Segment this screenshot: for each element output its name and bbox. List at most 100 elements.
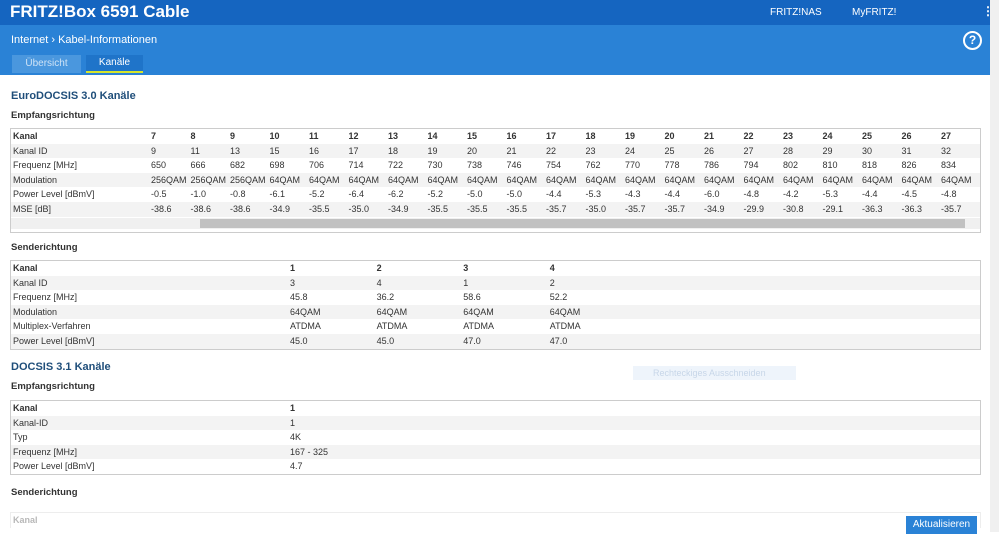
table-row: Typ 4K — [11, 430, 980, 445]
table-cell: 64QAM — [704, 174, 735, 185]
table-cell: 666 — [190, 160, 206, 171]
table-cell: 64QAM — [549, 306, 581, 317]
table-cell: 30 — [862, 145, 873, 156]
row-label: Kanal — [13, 515, 38, 525]
table-cell: 29 — [822, 145, 833, 156]
section-title: DOCSIS 3.1 Kanäle — [11, 361, 111, 373]
table-row: Kanal 7 8 9 10 11 12 13 14 15 16 17 18 19 20 21 22 23 24 25… — [11, 129, 980, 144]
table-cell: 256QAM — [151, 174, 187, 185]
table-cell: 1 — [463, 277, 469, 288]
table-cell: 45.8 — [290, 292, 308, 303]
row-label: Modulation — [13, 174, 58, 185]
subsection-title: Empfangsrichtung — [11, 381, 95, 392]
table-cell: -35.5 — [467, 204, 488, 214]
table-cell: 64QAM — [901, 174, 933, 185]
table-cell: 64QAM — [467, 174, 498, 185]
table-cell: 64QAM — [388, 174, 419, 185]
page-scrollbar[interactable] — [990, 0, 999, 532]
table-cell: 32 — [941, 145, 952, 156]
table-cell: -35.7 — [941, 204, 962, 214]
table-cell: 3 — [290, 277, 296, 288]
breadcrumb: Internet › Kabel-Informationen — [11, 34, 158, 46]
nav-link[interactable]: MyFRITZ! — [852, 7, 897, 18]
table-cell: -5.0 — [467, 189, 483, 200]
table-cell: 26 — [901, 131, 912, 141]
table-cell: -35.7 — [664, 204, 686, 214]
app-title: FRITZ!Box 6591 Cable — [10, 2, 190, 21]
table-cell: 58.6 — [463, 292, 481, 303]
table-cell: 64QAM — [625, 174, 656, 185]
table-cell: 826 — [901, 160, 917, 171]
table-cell: 64QAM — [664, 174, 696, 185]
row-label: Kanal — [13, 263, 38, 273]
table-cell: 64QAM — [506, 174, 538, 185]
table-cell: 256QAM — [190, 174, 227, 185]
table-cell: -38.6 — [151, 204, 172, 214]
table-cell: 64QAM — [309, 174, 340, 185]
table-cell: 9 — [230, 131, 236, 141]
table-cell: 27 — [941, 131, 952, 141]
table-cell: 650 — [151, 160, 167, 171]
table-cell: 4 — [549, 263, 555, 273]
table-cell: -34.9 — [704, 204, 725, 214]
table-cell: 24 — [822, 131, 833, 141]
breadcrumb-item: Kabel-Informationen — [58, 34, 158, 46]
breadcrumb-item[interactable]: Internet — [11, 34, 49, 46]
table-cell: 722 — [388, 160, 404, 171]
table-cell: -6.2 — [388, 189, 404, 200]
row-label: Multiplex-Verfahren — [13, 321, 91, 332]
table-cell: 64QAM — [376, 306, 408, 317]
help-button[interactable]: ? — [963, 31, 982, 50]
table-cell: 14 — [427, 131, 438, 141]
table-cell: 15 — [467, 131, 478, 141]
table-cell: -5.3 — [822, 189, 839, 200]
table-cell: -29.9 — [743, 204, 765, 214]
table-cell: 794 — [743, 160, 759, 171]
scroll-thumb — [200, 218, 965, 228]
table-cell: 256QAM — [230, 174, 266, 185]
table-cell: -35.5 — [506, 204, 528, 214]
table-cell: 52.2 — [549, 292, 568, 303]
h-scrollbar[interactable] — [11, 217, 980, 229]
table-cell: 19 — [625, 131, 636, 141]
table-cell: -4.4 — [546, 189, 562, 200]
table-cell: -29.1 — [822, 204, 844, 214]
table-cell: -35.5 — [427, 204, 449, 214]
data-table: Kanal — [10, 512, 981, 528]
table-cell: -6.4 — [348, 189, 365, 200]
table-cell: 17 — [348, 145, 359, 156]
table-cell: 23 — [783, 131, 794, 141]
tab[interactable]: Übersicht — [12, 55, 81, 73]
table-row: Power Level [dBmV] 4.7 — [11, 459, 980, 474]
table-cell: 4 — [376, 277, 382, 288]
table-cell: 4K — [290, 432, 302, 443]
table-cell: 1 — [290, 263, 296, 273]
table-cell: 31 — [901, 145, 912, 156]
table-cell: 4.7 — [290, 461, 303, 472]
table-cell: 23 — [585, 145, 596, 156]
table-cell: 64QAM — [427, 174, 459, 185]
table-cell: -38.6 — [230, 204, 251, 214]
table-row: Kanal-ID 1 — [11, 415, 980, 431]
table-cell: -35.7 — [625, 204, 646, 214]
table-cell: -5.3 — [585, 189, 602, 200]
table-row: Kanal ID 9 11 13 15 16 17 18 19 20 21 22 23 24 25 26 27 2… — [11, 143, 980, 159]
refresh-button[interactable]: Aktualisieren — [906, 516, 977, 534]
table-cell: 64QAM — [463, 306, 494, 317]
table-cell: 762 — [585, 160, 601, 171]
table-cell: ATDMA — [549, 321, 581, 332]
tab-active[interactable]: Kanäle — [86, 55, 143, 73]
data-table: Kanal 7 8 9 10 11 12 13 14 15 16 17 18 19 20 21 22 23 24 25… — [10, 128, 981, 233]
nav-link[interactable]: FRITZ!NAS — [770, 7, 822, 18]
table-cell: 18 — [585, 131, 596, 141]
table-cell: 45.0 — [376, 336, 395, 346]
table-cell: 64QAM — [822, 174, 854, 185]
table-cell: -35.0 — [348, 204, 370, 214]
table-cell: 10 — [269, 131, 280, 141]
row-label: Modulation — [13, 306, 58, 317]
table-cell: 706 — [309, 160, 325, 171]
row-label: Frequenz [MHz] — [13, 160, 78, 171]
table-row: Kanal ID 3 4 1 2 — [11, 275, 980, 291]
table-cell: ATDMA — [290, 321, 321, 332]
